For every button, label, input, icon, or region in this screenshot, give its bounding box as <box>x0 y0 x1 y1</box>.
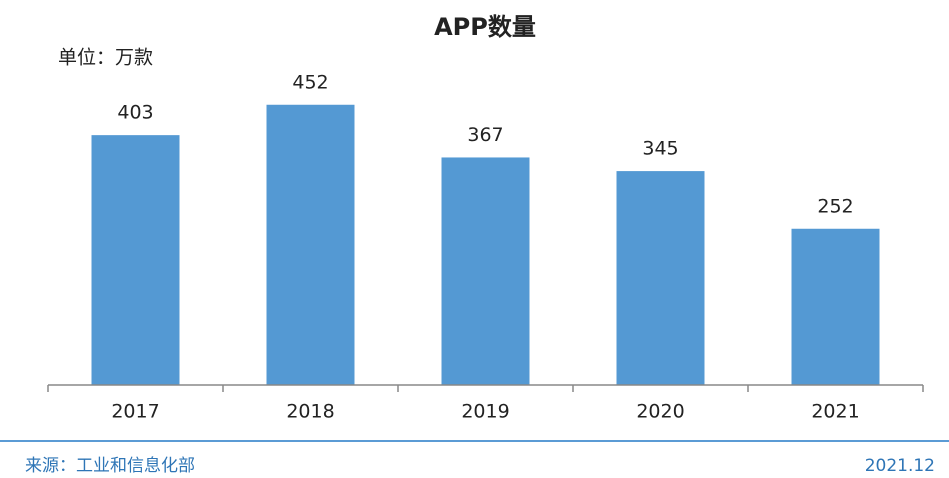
x-tick-label: 2017 <box>111 401 159 423</box>
data-label: 367 <box>467 124 503 146</box>
data-label: 452 <box>292 71 328 93</box>
data-label: 345 <box>642 138 678 160</box>
x-tick-label: 2018 <box>286 401 334 423</box>
date: 2021.12 <box>865 456 935 476</box>
chart-title: APP数量 <box>434 13 536 41</box>
bar <box>791 228 880 385</box>
data-label: 252 <box>817 195 853 217</box>
source: 来源：工业和信息化部 <box>25 456 195 476</box>
x-tick-label: 2021 <box>811 401 859 423</box>
x-tick-label: 2019 <box>461 401 509 423</box>
bar <box>91 135 180 385</box>
x-tick-label: 2020 <box>636 401 684 423</box>
bar <box>616 171 705 385</box>
bar <box>441 157 530 385</box>
bar <box>266 104 355 385</box>
data-label: 403 <box>117 102 153 124</box>
unit-label: 单位：万款 <box>58 47 153 69</box>
